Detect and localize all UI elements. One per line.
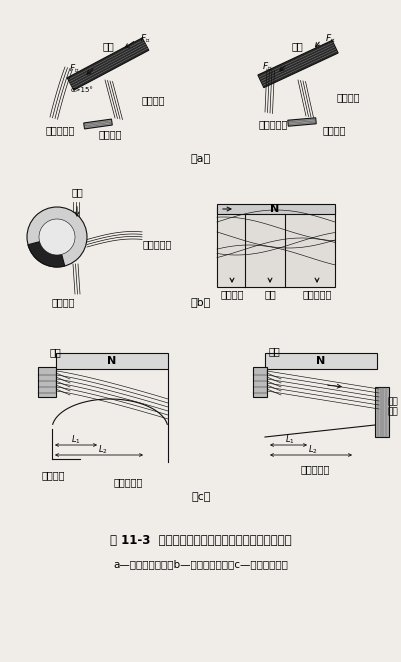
Text: 非磁性部分: 非磁性部分 [258, 119, 287, 129]
Text: 原料: 原料 [263, 289, 275, 299]
Text: 部分: 部分 [387, 408, 398, 416]
Text: 分离隔板: 分离隔板 [98, 129, 122, 139]
Text: N: N [107, 356, 116, 366]
Text: 原料: 原料 [268, 346, 280, 356]
FancyBboxPatch shape [56, 353, 168, 369]
Polygon shape [83, 119, 112, 129]
Text: $F_{机}$: $F_{机}$ [262, 60, 272, 72]
FancyBboxPatch shape [217, 204, 334, 214]
Text: $L_1$: $L_1$ [71, 434, 81, 446]
Text: 非磁性部分: 非磁性部分 [302, 289, 331, 299]
Text: 磁性部分: 磁性部分 [142, 95, 165, 105]
Text: 非磁性部分: 非磁性部分 [143, 239, 172, 249]
FancyBboxPatch shape [217, 207, 334, 287]
Polygon shape [287, 118, 316, 126]
Text: α>15°: α>15° [71, 87, 93, 93]
Text: $L_2$: $L_2$ [98, 444, 107, 456]
Text: （c）: （c） [191, 492, 210, 502]
Text: a—磁性矿粒偏离；b—磁性矿粒吸住；c—磁性矿粒吸出: a—磁性矿粒偏离；b—磁性矿粒吸住；c—磁性矿粒吸出 [113, 559, 288, 569]
Polygon shape [67, 38, 148, 90]
Text: 磁性部分: 磁性部分 [51, 297, 75, 307]
Text: N: N [270, 204, 279, 214]
FancyBboxPatch shape [374, 387, 388, 437]
Text: 原料: 原料 [50, 347, 62, 357]
FancyBboxPatch shape [264, 353, 376, 369]
Text: $F_{磁}$: $F_{磁}$ [140, 32, 150, 44]
Text: N: N [316, 356, 325, 366]
Text: 非磁性部分: 非磁性部分 [300, 464, 329, 474]
Text: $L_2$: $L_2$ [307, 444, 317, 456]
FancyBboxPatch shape [38, 367, 56, 397]
FancyBboxPatch shape [252, 367, 266, 397]
Text: $L_1$: $L_1$ [284, 434, 294, 446]
Text: （a）: （a） [190, 154, 211, 164]
Text: $F_{磁}$: $F_{磁}$ [324, 32, 335, 44]
Circle shape [39, 219, 75, 255]
Text: 原料: 原料 [290, 41, 302, 51]
Text: 非磁性部分: 非磁性部分 [45, 125, 75, 135]
Text: 磁性部分: 磁性部分 [220, 289, 243, 299]
Wedge shape [28, 237, 65, 267]
Text: 磁性: 磁性 [387, 397, 398, 406]
Polygon shape [257, 40, 337, 87]
Circle shape [27, 207, 87, 267]
Text: $F_{机}$: $F_{机}$ [69, 62, 80, 74]
Text: 磁性部分: 磁性部分 [336, 92, 360, 102]
Text: 原料: 原料 [102, 41, 113, 51]
Text: 磁性部分: 磁性部分 [41, 470, 65, 480]
Text: （b）: （b） [190, 297, 211, 307]
Text: 图 11-3  物料在不同情况下按磁性分离时的不同路径: 图 11-3 物料在不同情况下按磁性分离时的不同路径 [110, 534, 291, 547]
Text: 原料: 原料 [71, 187, 83, 197]
Text: 分离隔板: 分离隔板 [322, 125, 346, 135]
Text: 非磁性部分: 非磁性部分 [113, 477, 142, 487]
